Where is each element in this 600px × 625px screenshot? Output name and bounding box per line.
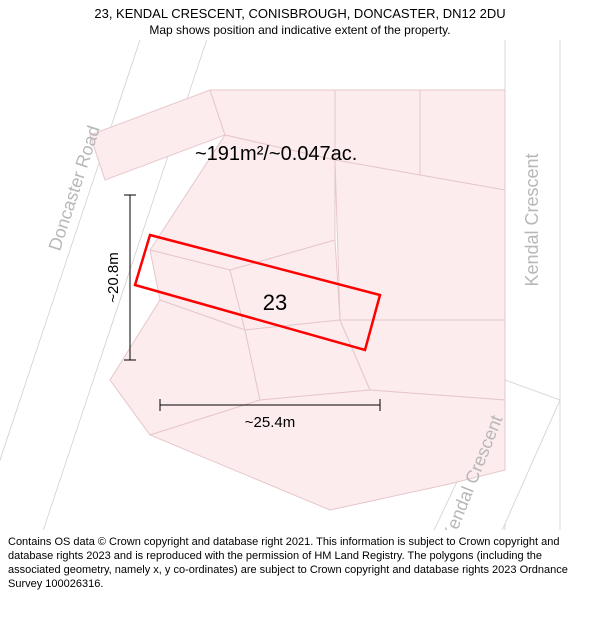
map-svg: ~191m²/~0.047ac.23~20.8m~25.4mDoncaster …: [0, 40, 600, 530]
map-container: ~191m²/~0.047ac.23~20.8m~25.4mDoncaster …: [0, 40, 600, 530]
road-label-right-1: Kendal Crescent: [522, 154, 542, 287]
page-title: 23, KENDAL CRESCENT, CONISBROUGH, DONCAS…: [0, 6, 600, 23]
area-label: ~191m²/~0.047ac.: [195, 143, 357, 165]
height-dimension-label: ~20.8m: [105, 253, 122, 303]
header: 23, KENDAL CRESCENT, CONISBROUGH, DONCAS…: [0, 0, 600, 38]
footer-copyright: Contains OS data © Crown copyright and d…: [0, 530, 600, 599]
width-dimension-label: ~25.4m: [245, 414, 295, 431]
page-subtitle: Map shows position and indicative extent…: [0, 23, 600, 39]
house-number-label: 23: [263, 290, 287, 315]
